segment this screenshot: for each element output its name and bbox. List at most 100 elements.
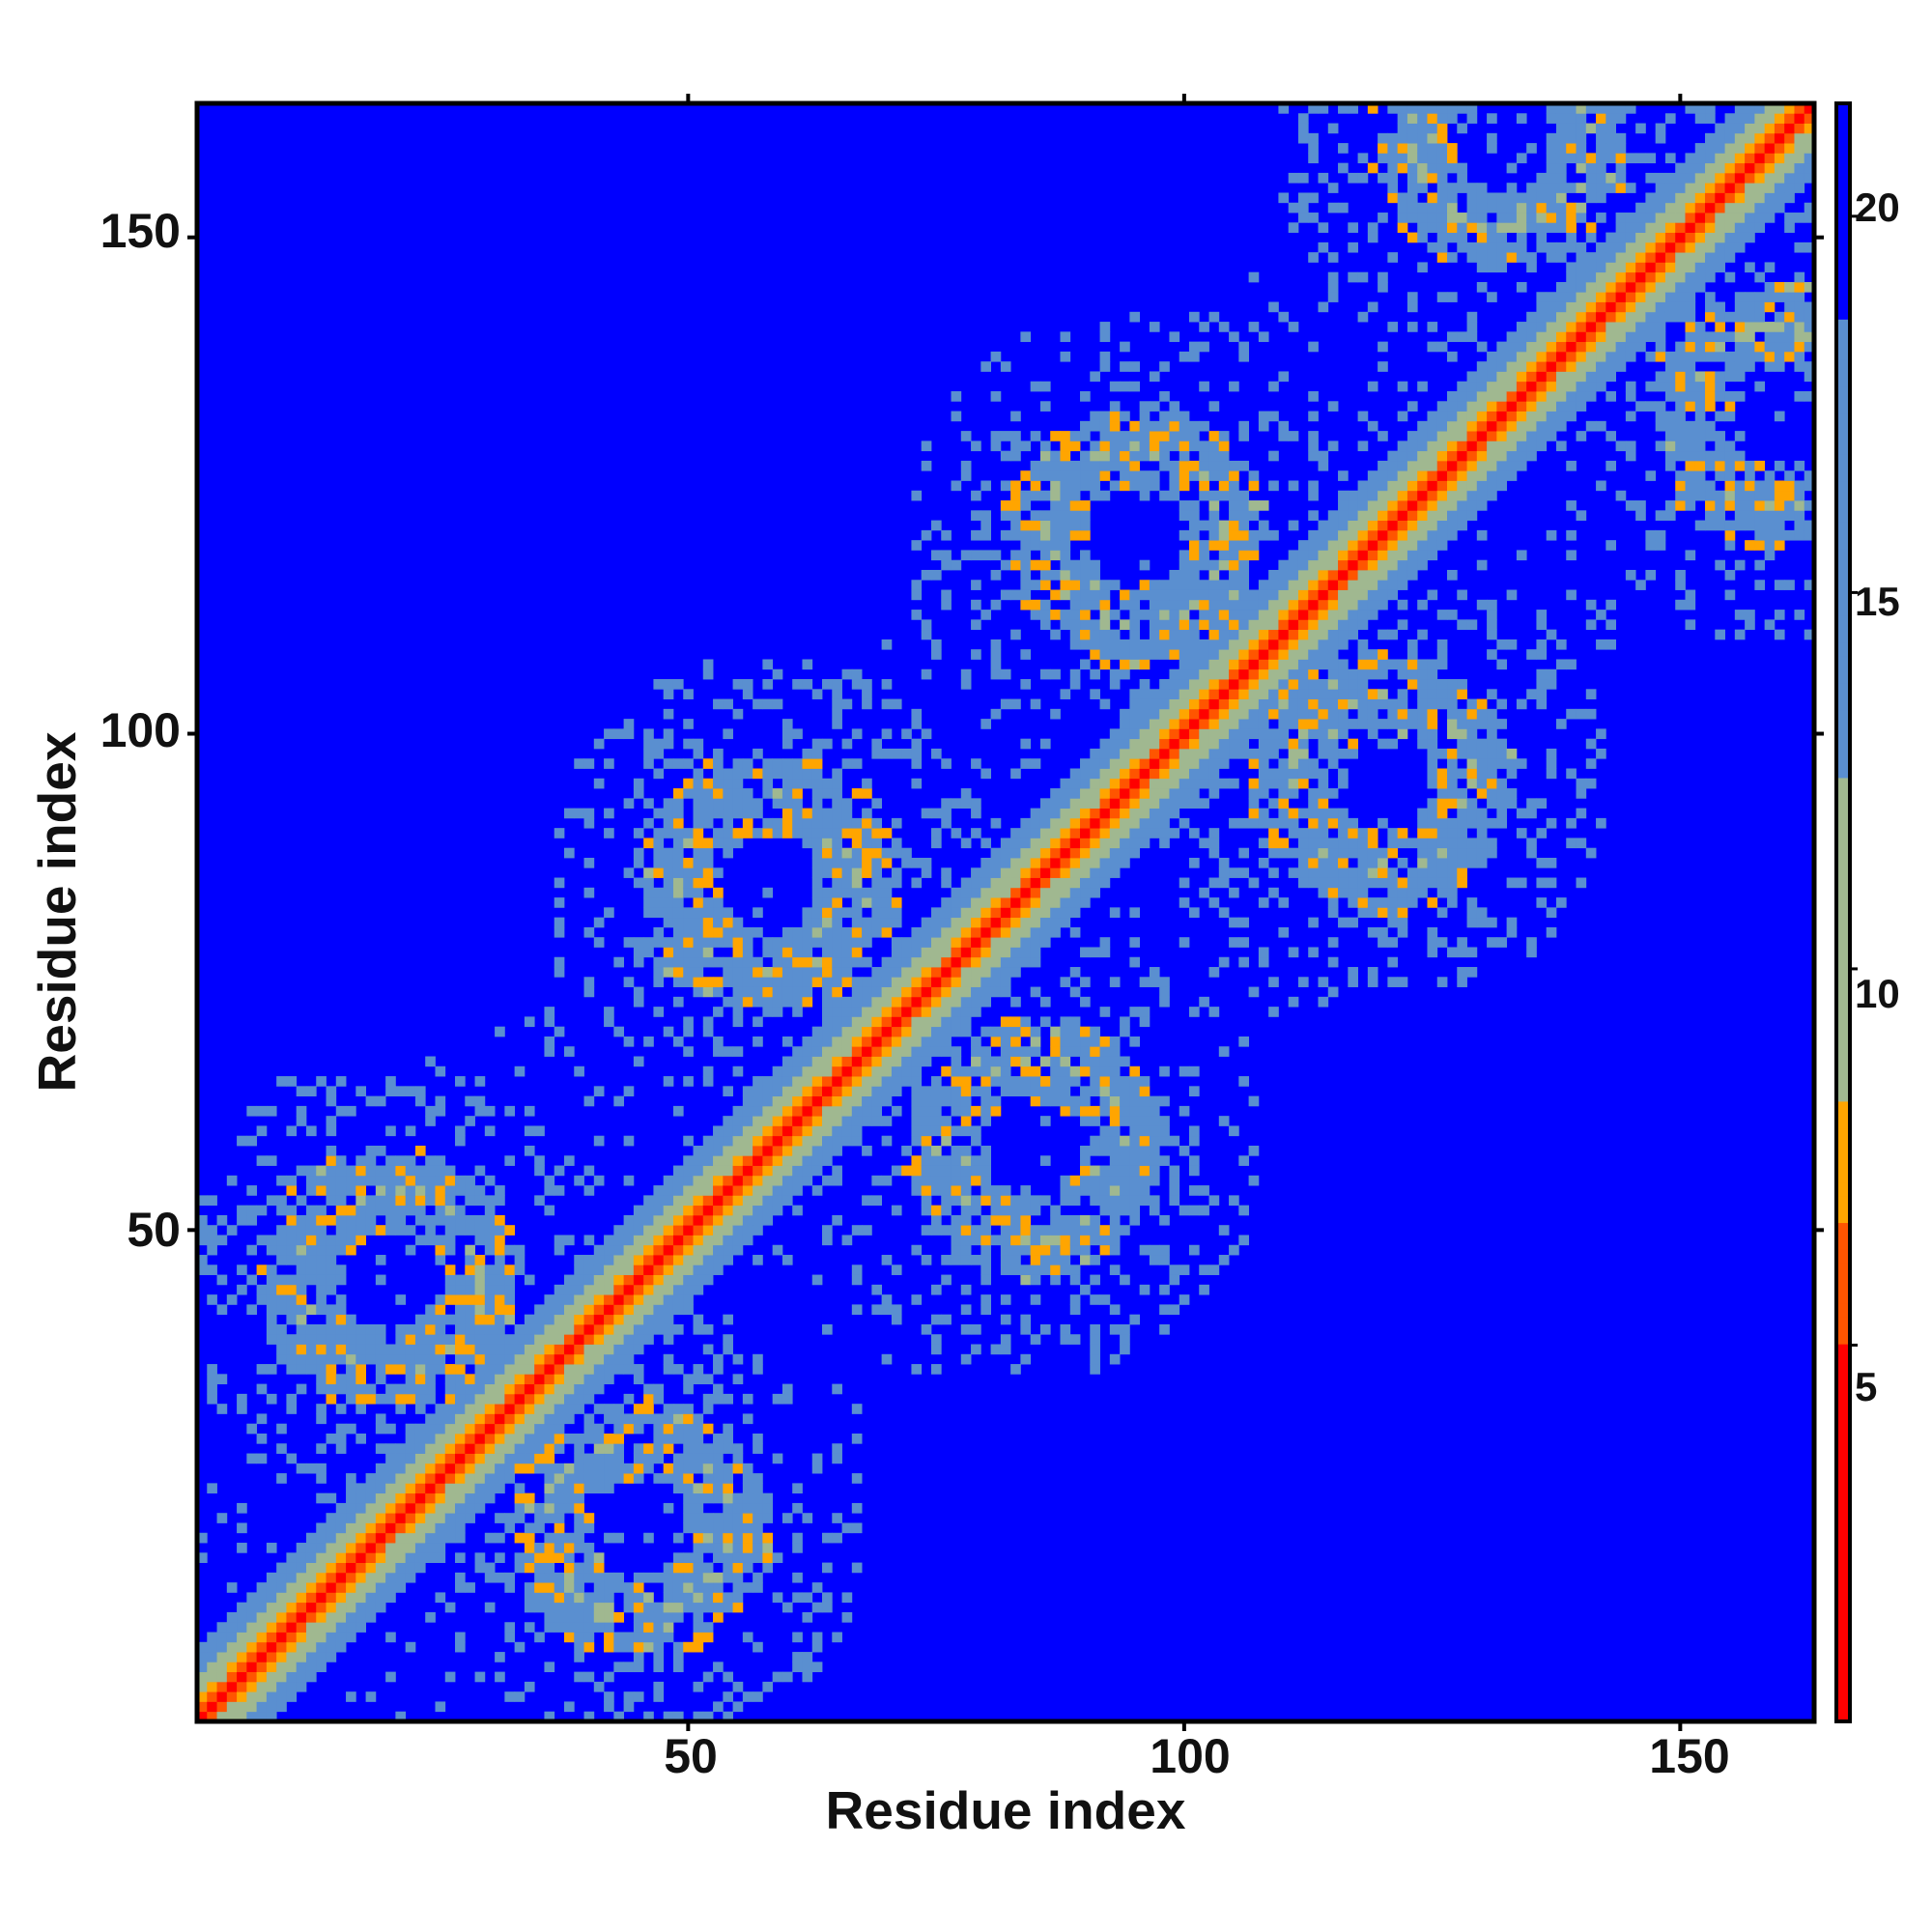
heatmap-cell xyxy=(742,1195,753,1207)
heatmap-cell xyxy=(1149,619,1160,631)
heatmap-cell xyxy=(1208,460,1220,471)
heatmap-cell xyxy=(1080,1165,1091,1177)
heatmap-cell xyxy=(1010,926,1021,938)
heatmap-cell xyxy=(613,1662,625,1673)
heatmap-cell xyxy=(960,470,972,481)
heatmap-cell xyxy=(574,1433,584,1444)
heatmap-cell xyxy=(1080,857,1091,868)
heatmap-cell xyxy=(1208,431,1220,441)
heatmap-cell xyxy=(1099,331,1111,343)
heatmap-cell xyxy=(683,1225,694,1236)
heatmap-cell xyxy=(633,1304,644,1316)
heatmap-cell xyxy=(802,977,813,987)
heatmap-cell xyxy=(781,1165,793,1177)
heatmap-cell xyxy=(1129,1314,1141,1325)
heatmap-cell xyxy=(484,1225,496,1236)
heatmap-cell xyxy=(514,1463,526,1474)
heatmap-cell xyxy=(1169,569,1180,581)
heatmap-cell xyxy=(653,907,665,919)
heatmap-cell xyxy=(623,1323,635,1335)
heatmap-cell xyxy=(891,1086,902,1097)
heatmap-cell xyxy=(524,1532,535,1544)
heatmap-cell xyxy=(425,1323,436,1335)
heatmap-cell xyxy=(792,1076,803,1087)
heatmap-cell xyxy=(593,1602,605,1613)
heatmap-cell xyxy=(732,1016,744,1028)
heatmap-cell xyxy=(1020,1244,1032,1256)
heatmap-cell xyxy=(1169,649,1180,660)
heatmap-cell xyxy=(911,1007,923,1017)
heatmap-cell xyxy=(1268,381,1279,392)
heatmap-cell xyxy=(851,937,863,948)
heatmap-cell xyxy=(762,1185,774,1196)
heatmap-cell xyxy=(851,1404,863,1414)
heatmap-cell xyxy=(702,1592,714,1604)
heatmap-cell xyxy=(1308,143,1319,154)
heatmap-cell xyxy=(702,1423,714,1435)
heatmap-cell xyxy=(702,1602,714,1613)
heatmap-cell xyxy=(425,1483,436,1494)
heatmap-cell xyxy=(237,1681,247,1692)
heatmap-cell xyxy=(207,1681,217,1692)
heatmap-cell xyxy=(474,1274,486,1286)
heatmap-cell xyxy=(881,996,893,1008)
heatmap-cell xyxy=(1020,857,1032,868)
heatmap-cell xyxy=(960,1235,972,1246)
heatmap-cell xyxy=(633,1225,644,1236)
heatmap-cell xyxy=(742,1632,753,1643)
heatmap-cell xyxy=(841,1056,853,1067)
heatmap-cell xyxy=(653,857,665,868)
heatmap-cell xyxy=(1000,1244,1011,1256)
heatmap-cell xyxy=(1000,838,1011,849)
heatmap-cell xyxy=(980,610,991,620)
heatmap-cell xyxy=(593,1383,605,1395)
heatmap-cell xyxy=(862,917,872,928)
heatmap-cell xyxy=(941,947,952,958)
heatmap-cell xyxy=(1030,1205,1041,1216)
heatmap-cell xyxy=(1149,808,1160,819)
heatmap-cell xyxy=(862,1046,872,1057)
heatmap-cell xyxy=(1060,529,1071,541)
heatmap-cell xyxy=(1020,877,1032,889)
heatmap-cell xyxy=(1109,838,1121,849)
heatmap-cell xyxy=(862,689,872,699)
heatmap-cell xyxy=(1109,798,1121,810)
heatmap-cell xyxy=(792,996,803,1008)
heatmap-cell xyxy=(286,1592,298,1604)
heatmap-cell xyxy=(723,1255,733,1265)
heatmap-cell xyxy=(1090,768,1100,780)
heatmap-cell xyxy=(316,1235,327,1246)
heatmap-cell xyxy=(1357,698,1369,710)
heatmap-cell xyxy=(663,857,674,868)
heatmap-cell xyxy=(484,1294,496,1305)
heatmap-cell xyxy=(544,1502,555,1514)
heatmap-cell xyxy=(1090,857,1100,868)
heatmap-cell xyxy=(693,817,704,829)
heatmap-cell xyxy=(414,1543,426,1553)
heatmap-cell xyxy=(851,1046,863,1057)
heatmap-cell xyxy=(1099,1235,1111,1246)
heatmap-cell xyxy=(444,1274,456,1286)
heatmap-cell xyxy=(1218,639,1230,650)
heatmap-cell xyxy=(375,1205,386,1216)
heatmap-cell xyxy=(455,1532,466,1544)
heatmap-cell xyxy=(781,719,793,729)
heatmap-cell xyxy=(1288,202,1299,213)
heatmap-cell xyxy=(1308,580,1319,590)
heatmap-cell xyxy=(1010,907,1021,919)
heatmap-cell xyxy=(781,1185,793,1196)
heatmap-cell xyxy=(1010,877,1021,889)
heatmap-cell xyxy=(1010,1214,1021,1226)
heatmap-cell xyxy=(713,1165,724,1177)
heatmap-cell xyxy=(663,708,674,720)
heatmap-cell xyxy=(822,1125,833,1137)
heatmap-cell xyxy=(524,1353,535,1365)
heatmap-cell xyxy=(1120,440,1130,452)
heatmap-cell xyxy=(335,1582,347,1593)
heatmap-cell xyxy=(613,1582,625,1593)
heatmap-cell xyxy=(316,1323,327,1335)
heatmap-cell xyxy=(990,897,1002,908)
heatmap-cell xyxy=(1080,559,1091,571)
heatmap-cell xyxy=(941,907,952,919)
heatmap-cell xyxy=(663,956,674,968)
